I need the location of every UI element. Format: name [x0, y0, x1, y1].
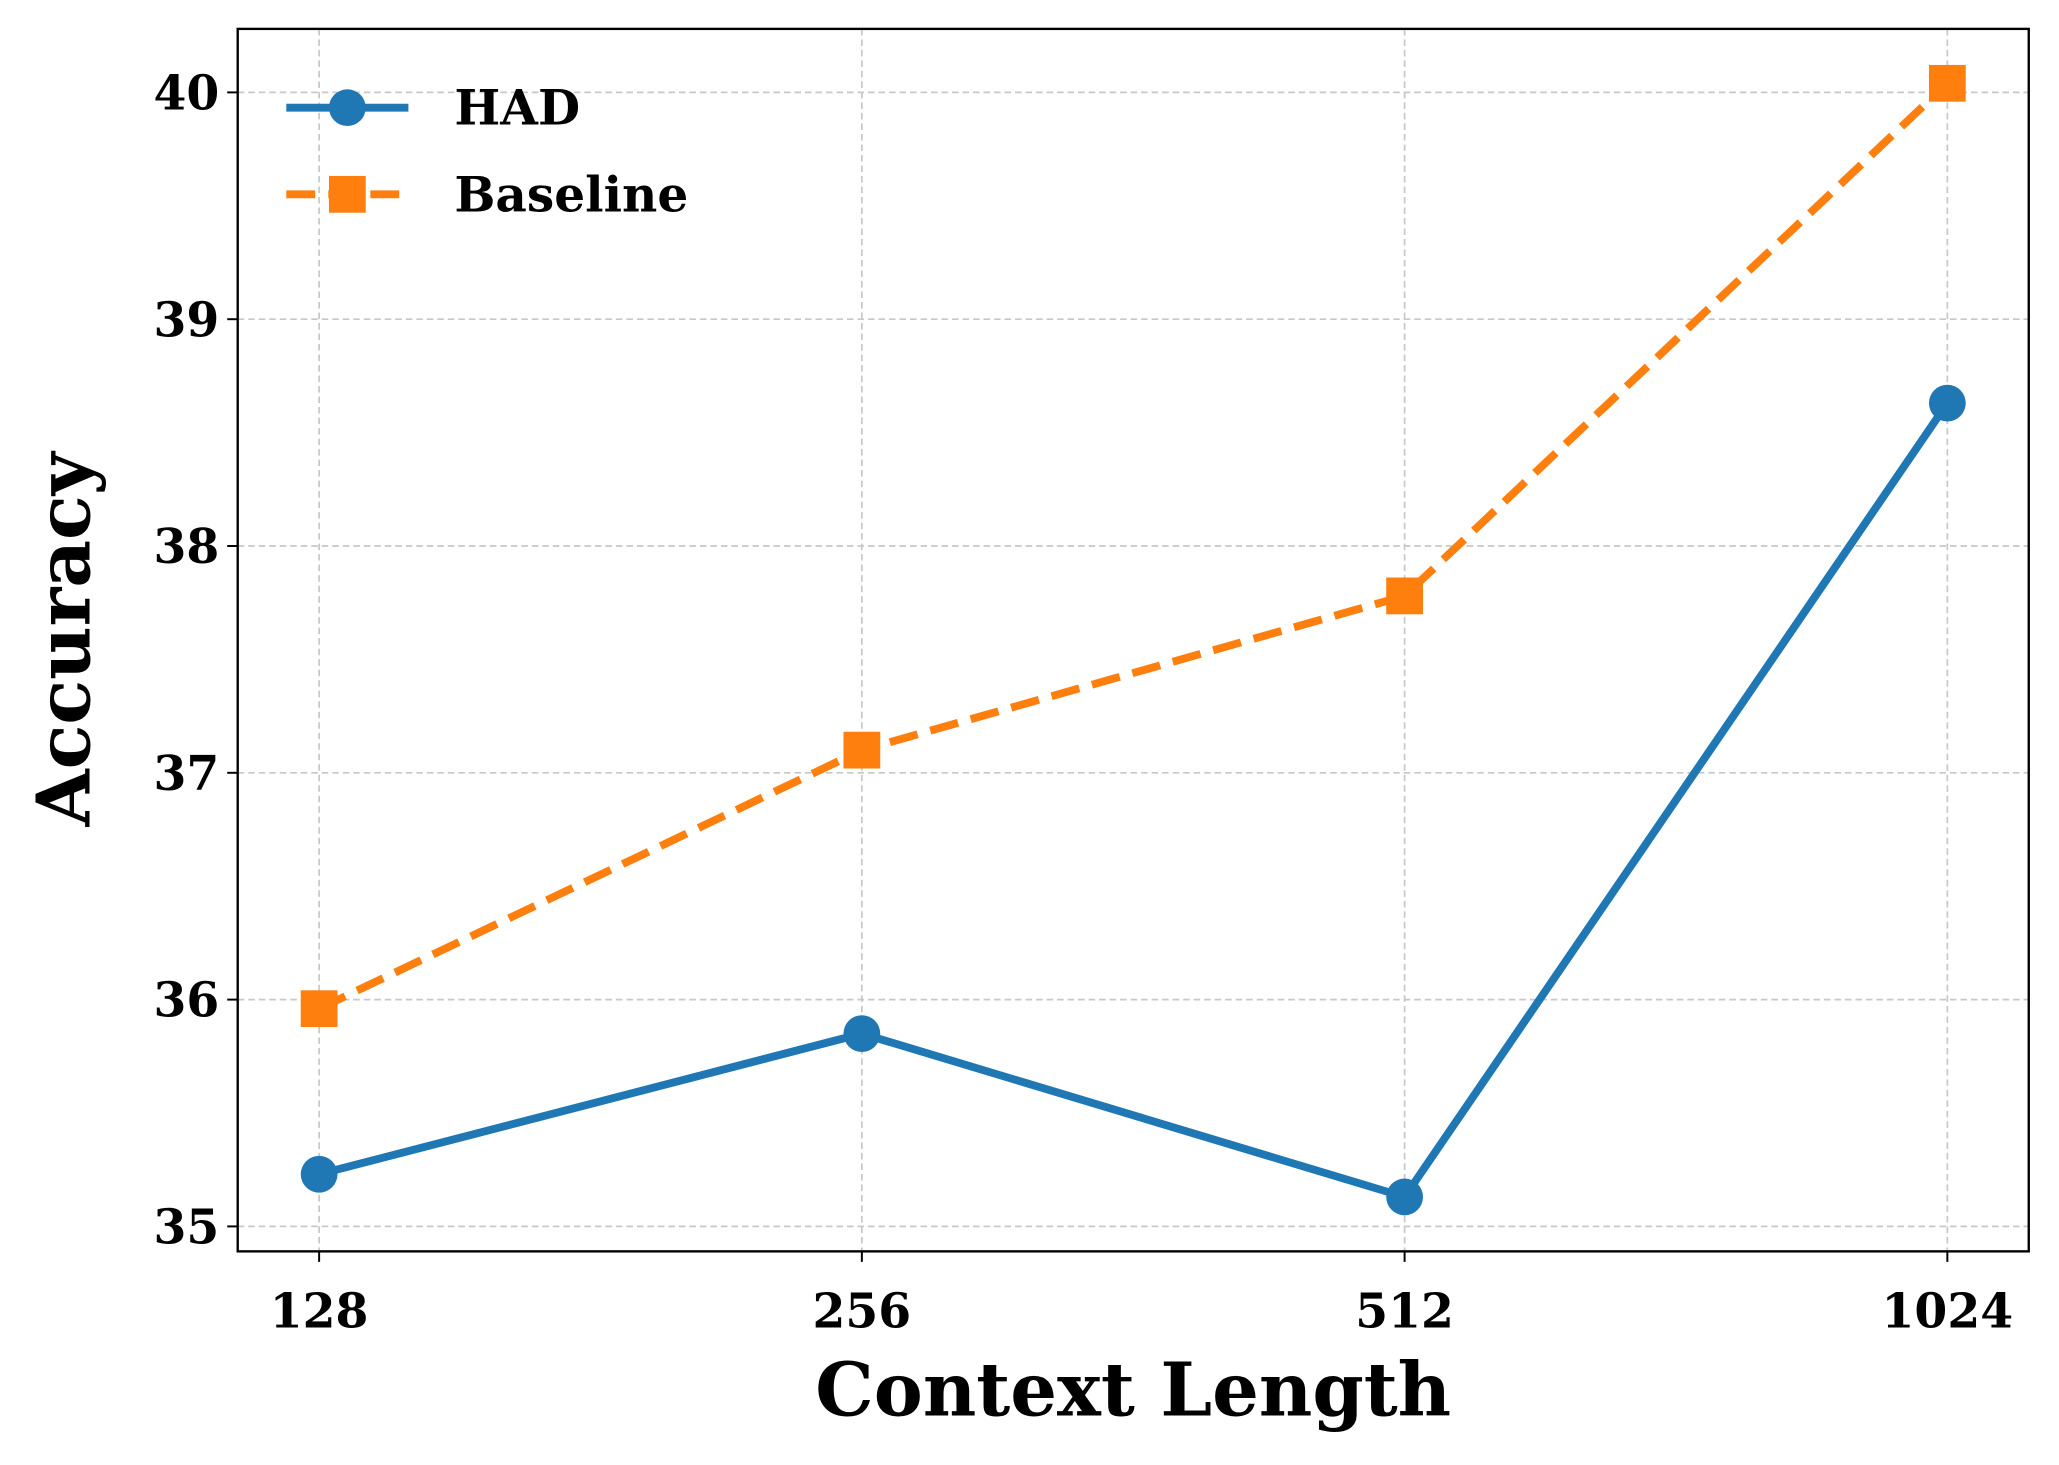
legend-marker — [328, 175, 366, 213]
point — [300, 990, 338, 1028]
x-tick-label: 256 — [813, 1285, 912, 1340]
legend-label: Baseline — [454, 166, 688, 223]
y-tick-label: 38 — [154, 520, 220, 575]
y-axis-label: Accuracy — [21, 450, 107, 827]
series-line — [318, 400, 1951, 1202]
y-tick-label: 36 — [154, 974, 220, 1029]
point — [843, 1015, 881, 1053]
x-tick-label: 1024 — [1882, 1285, 2014, 1340]
point — [1386, 577, 1423, 615]
y-tick-label: 37 — [154, 747, 220, 802]
y-tick-label: 35 — [154, 1200, 220, 1255]
legend-label: HAD — [454, 80, 580, 137]
x-tick-label: 128 — [270, 1285, 369, 1340]
x-axis-label: Context Length — [815, 1347, 1451, 1433]
y-tick-label: 39 — [154, 293, 220, 348]
y-tick-label: 40 — [154, 66, 220, 121]
point — [300, 1155, 338, 1193]
point — [1928, 64, 1966, 102]
point — [1928, 384, 1966, 422]
x-tick-label: 512 — [1355, 1285, 1454, 1340]
legend-marker — [328, 89, 366, 127]
plot-frame — [236, 27, 2030, 1253]
point — [1386, 1178, 1423, 1216]
point — [843, 731, 881, 769]
series-line — [317, 80, 1951, 1013]
